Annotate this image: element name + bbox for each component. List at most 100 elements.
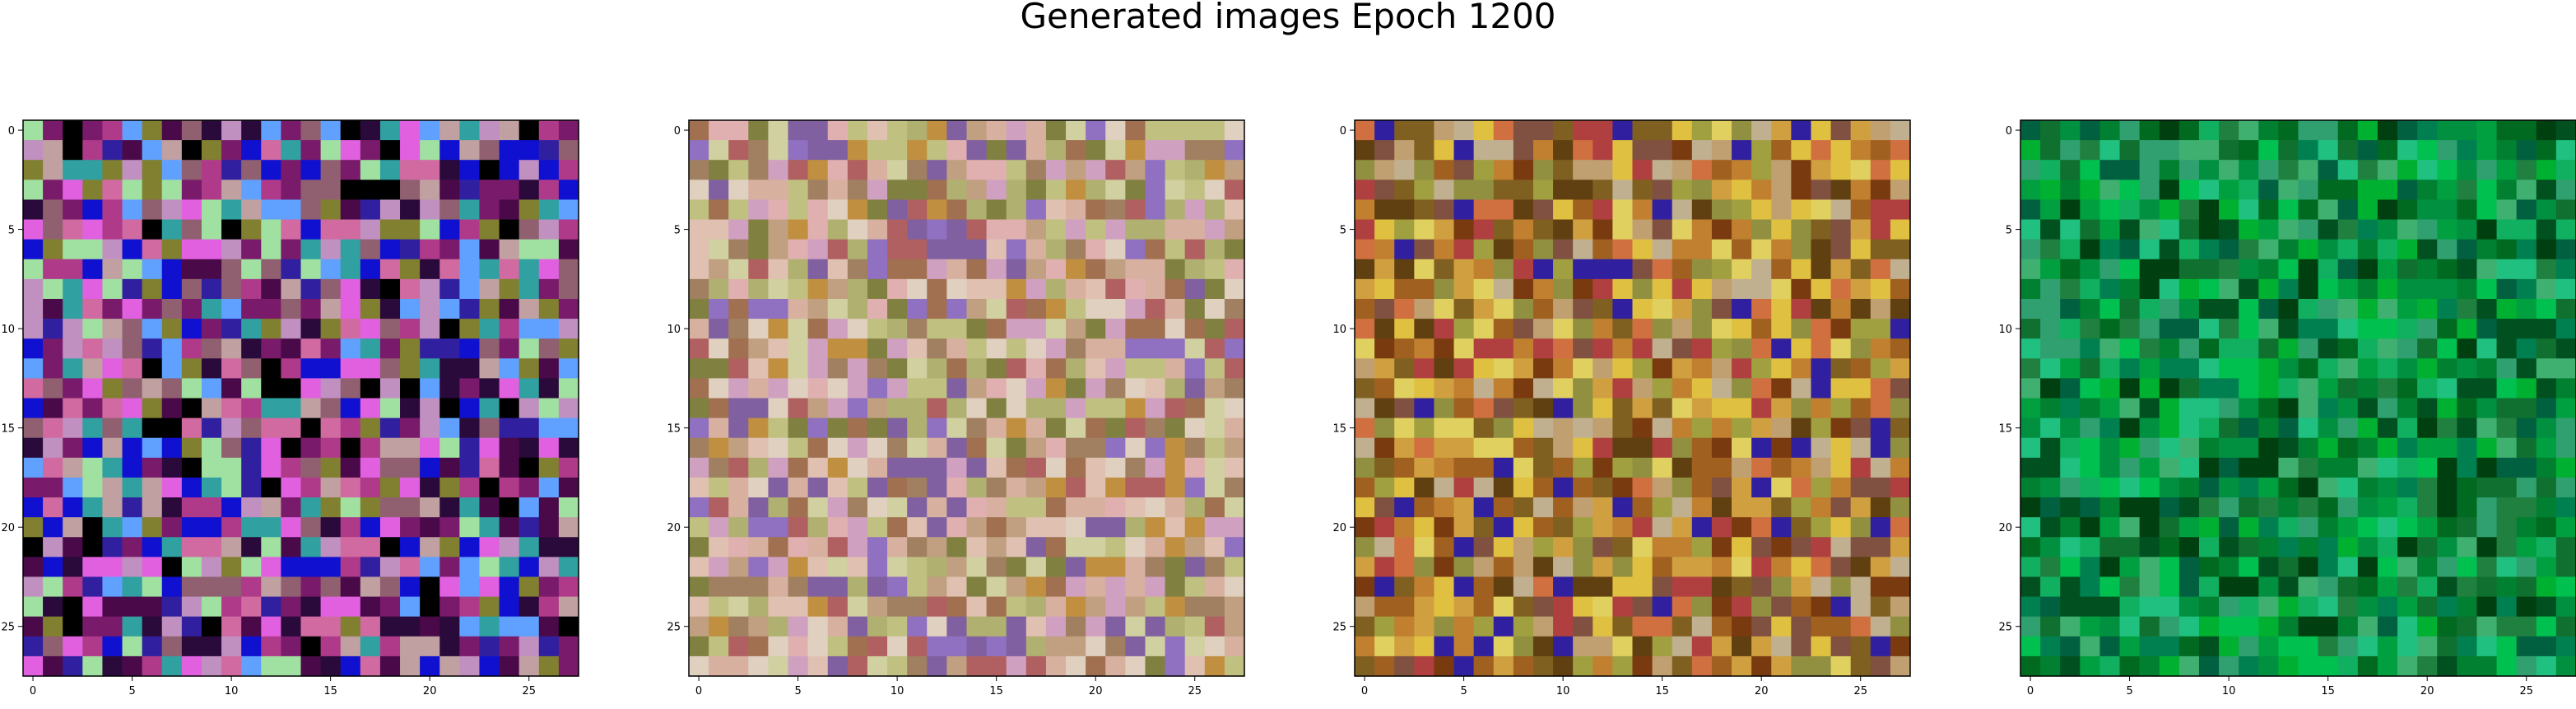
- image-pixel: [827, 497, 849, 518]
- image-pixel: [2278, 576, 2299, 598]
- image-pixel: [1473, 278, 1495, 300]
- image-pixel: [2020, 160, 2041, 180]
- image-pixel: [439, 319, 460, 339]
- image-pixel: [400, 576, 421, 598]
- image-pixel: [2159, 517, 2180, 538]
- image-pixel: [161, 319, 183, 339]
- image-pixel: [1453, 457, 1475, 478]
- image-pixel: [2239, 437, 2259, 459]
- image-pixel: [2417, 278, 2438, 300]
- image-pixel: [43, 338, 63, 359]
- image-pixel: [807, 477, 829, 498]
- image-pixel: [1811, 219, 1832, 240]
- image-pixel: [2516, 219, 2537, 240]
- image-pixel: [2397, 636, 2418, 657]
- image-pixel: [2377, 616, 2398, 637]
- image-pixel: [827, 477, 849, 498]
- image-pixel: [2219, 199, 2239, 221]
- image-pixel: [847, 616, 868, 637]
- image-pixel: [847, 477, 868, 498]
- image-pixel: [1732, 199, 1752, 221]
- image-pixel: [1811, 655, 1832, 677]
- image-pixel: [1414, 596, 1435, 618]
- image-pixel: [2198, 655, 2220, 677]
- image-pixel: [2099, 358, 2121, 379]
- image-pixel: [1573, 259, 1593, 280]
- image-pixel: [1652, 457, 1673, 478]
- image-pixel: [1711, 199, 1732, 221]
- image-pixel: [1672, 180, 1693, 201]
- image-pixel: [709, 596, 729, 618]
- image-pixel: [1870, 358, 1891, 379]
- image-pixel: [2198, 298, 2220, 320]
- image-pixel: [261, 239, 281, 260]
- image-pixel: [320, 199, 342, 221]
- image-pixel: [1573, 319, 1593, 339]
- image-pixel: [728, 358, 749, 379]
- image-pixel: [281, 517, 302, 538]
- image-pixel: [1184, 278, 1206, 300]
- image-pixel: [1811, 596, 1832, 618]
- image-pixel: [2516, 358, 2537, 379]
- image-pixel: [1691, 199, 1713, 221]
- image-pixel: [2417, 537, 2438, 557]
- image-pixel: [807, 239, 829, 260]
- image-pixel: [709, 517, 729, 538]
- image-pixel: [1672, 655, 1693, 677]
- image-pixel: [986, 278, 1007, 300]
- image-pixel: [709, 180, 729, 201]
- image-pixel: [966, 140, 988, 161]
- image-pixel: [1453, 477, 1475, 498]
- image-pixel: [459, 398, 481, 419]
- image-pixel: [2139, 358, 2160, 379]
- image-pixel: [2119, 437, 2141, 459]
- image-pixel: [946, 655, 968, 677]
- image-pixel: [709, 319, 729, 339]
- image-pixel: [768, 239, 789, 260]
- image-pixel: [1652, 437, 1673, 459]
- image-pixel: [360, 298, 381, 320]
- image-pixel: [420, 239, 440, 260]
- image-pixel: [1045, 199, 1067, 221]
- image-pixel: [241, 457, 262, 478]
- image-pixel: [1025, 319, 1047, 339]
- image-pixel: [1890, 160, 1911, 180]
- image-pixel: [1830, 576, 1852, 598]
- image-pixel: [320, 219, 342, 240]
- image-pixel: [1573, 219, 1593, 240]
- image-pixel: [518, 457, 540, 478]
- image-pixel: [1066, 477, 1086, 498]
- image-pixel: [82, 358, 104, 379]
- image-pixel: [1204, 358, 1225, 379]
- image-pixel: [2198, 140, 2220, 161]
- image-pixel: [558, 120, 579, 141]
- image-pixel: [1791, 219, 1812, 240]
- image-pixel: [709, 616, 729, 637]
- image-pixel: [1553, 655, 1574, 677]
- image-pixel: [788, 616, 809, 637]
- image-pixel: [558, 140, 579, 161]
- image-pixel: [1066, 278, 1086, 300]
- image-pixel: [2080, 278, 2101, 300]
- image-pixel: [400, 616, 421, 637]
- image-pixel: [807, 199, 829, 221]
- image-pixel: [360, 655, 381, 677]
- image-pixel: [1045, 180, 1067, 201]
- image-pixel: [946, 636, 968, 657]
- image-pixel: [2516, 457, 2537, 478]
- image-pixel: [1771, 160, 1792, 180]
- image-pixel: [2397, 140, 2418, 161]
- image-pixel: [2139, 180, 2160, 201]
- image-pixel: [2496, 417, 2518, 439]
- image-pixel: [2258, 576, 2279, 598]
- image-pixel: [43, 557, 63, 578]
- image-pixel: [807, 120, 829, 141]
- image-pixel: [1532, 338, 1554, 359]
- image-pixel: [966, 576, 988, 598]
- image-pixel: [2476, 477, 2498, 498]
- image-pixel: [1006, 378, 1027, 399]
- image-pixel: [1025, 140, 1047, 161]
- image-pixel: [439, 398, 460, 419]
- image-pixel: [2198, 278, 2220, 300]
- image-pixel: [689, 160, 709, 180]
